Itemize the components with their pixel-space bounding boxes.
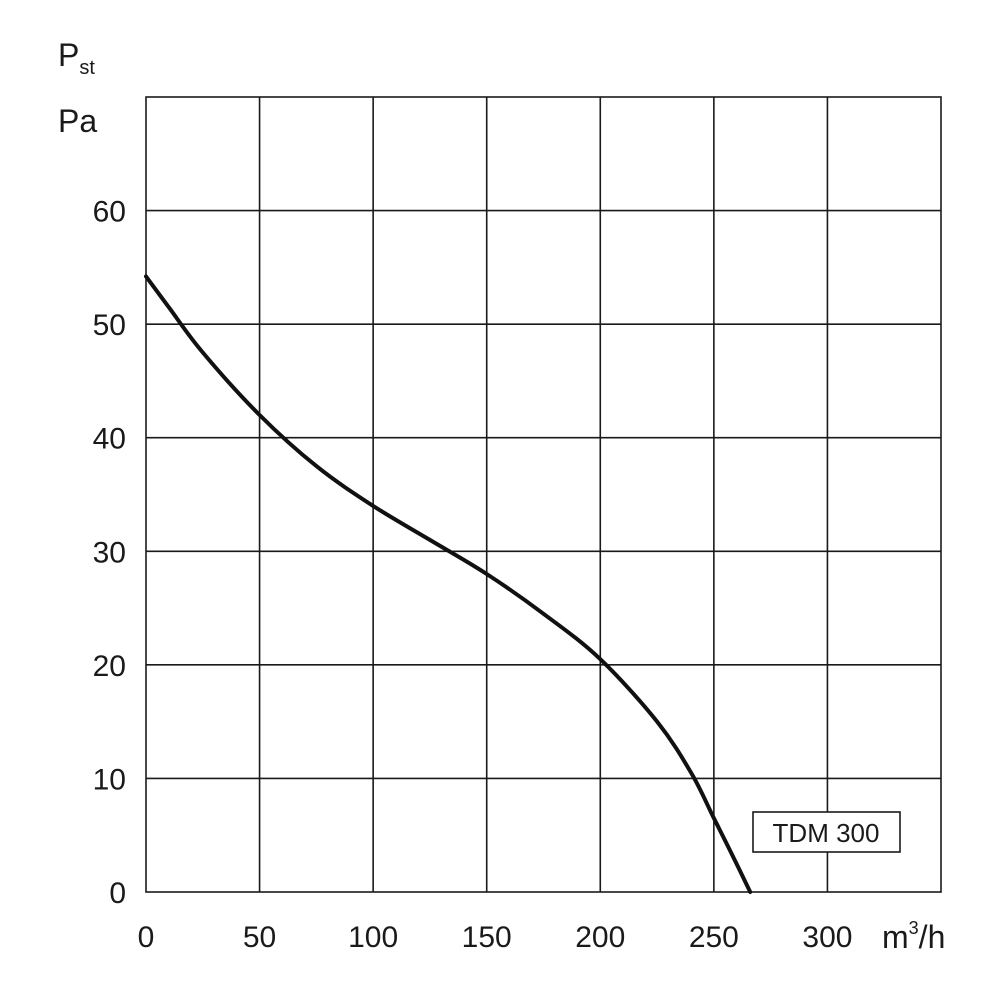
y-tick-label: 0: [109, 877, 126, 910]
y-axis-title-main: P: [58, 37, 79, 73]
x-tick-label: 150: [462, 921, 512, 954]
x-axis-unit-tail: /h: [919, 919, 946, 955]
x-axis-unit: m3/h: [882, 918, 945, 955]
y-tick-label: 60: [93, 196, 126, 229]
legend-box: [752, 811, 901, 853]
legend-entry-tdm-300: TDM 300: [773, 818, 880, 848]
series-line-tdm-300: [144, 274, 753, 894]
y-tick-label: 10: [93, 763, 126, 796]
y-axis-title-sub: st: [79, 57, 95, 79]
plot-frame: [145, 96, 942, 893]
legend: TDM 300: [752, 811, 901, 853]
x-axis-unit-sup: 3: [909, 918, 919, 938]
y-axis-unit: Pa: [58, 103, 97, 139]
x-axis-ticks: 0 50 100 150 200 250 300: [138, 921, 853, 954]
x-tick-label: 200: [575, 921, 625, 954]
y-axis-ticks: 0 10 20 30 40 50 60: [93, 196, 126, 910]
y-tick-label: 40: [93, 423, 126, 456]
x-tick-label: 300: [802, 921, 852, 954]
grid: [146, 97, 941, 892]
y-tick-label: 50: [93, 309, 126, 342]
x-tick-label: 100: [348, 921, 398, 954]
y-tick-label: 30: [93, 536, 126, 569]
x-tick-label: 250: [689, 921, 739, 954]
y-axis-title: Pst: [58, 37, 95, 79]
x-axis-unit-main: m: [882, 919, 909, 955]
y-tick-label: 20: [93, 650, 126, 683]
x-tick-label: 50: [243, 921, 276, 954]
x-tick-label: 0: [138, 921, 155, 954]
